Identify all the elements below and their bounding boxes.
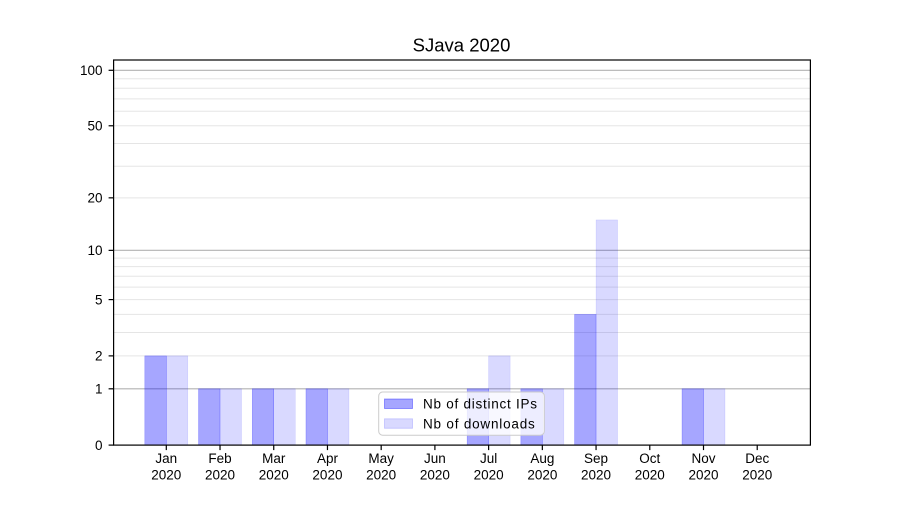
- svg-text:2: 2: [95, 349, 103, 364]
- svg-text:Mar: Mar: [262, 451, 286, 466]
- svg-text:Nb of downloads: Nb of downloads: [423, 416, 536, 431]
- svg-text:Oct: Oct: [639, 451, 660, 466]
- svg-text:0: 0: [95, 438, 103, 453]
- svg-text:2020: 2020: [259, 468, 289, 483]
- svg-text:50: 50: [87, 119, 102, 134]
- svg-text:Sep: Sep: [584, 451, 608, 466]
- svg-text:2020: 2020: [635, 468, 665, 483]
- svg-text:2020: 2020: [420, 468, 450, 483]
- svg-text:2020: 2020: [205, 468, 235, 483]
- svg-text:Jun: Jun: [424, 451, 446, 466]
- svg-text:Feb: Feb: [208, 451, 231, 466]
- svg-text:Apr: Apr: [317, 451, 339, 466]
- svg-text:Aug: Aug: [530, 451, 554, 466]
- svg-text:1: 1: [95, 382, 103, 397]
- svg-text:2020: 2020: [581, 468, 611, 483]
- svg-text:2020: 2020: [688, 468, 718, 483]
- svg-text:SJava 2020: SJava 2020: [413, 35, 511, 56]
- svg-text:2020: 2020: [742, 468, 772, 483]
- svg-text:Nov: Nov: [691, 451, 715, 466]
- svg-text:2020: 2020: [527, 468, 557, 483]
- svg-text:20: 20: [87, 191, 102, 206]
- svg-text:2020: 2020: [474, 468, 504, 483]
- svg-text:2020: 2020: [312, 468, 342, 483]
- svg-text:Jul: Jul: [480, 451, 497, 466]
- svg-text:Dec: Dec: [745, 451, 769, 466]
- svg-text:Jan: Jan: [155, 451, 177, 466]
- svg-text:100: 100: [80, 63, 103, 78]
- svg-text:May: May: [368, 451, 394, 466]
- svg-text:10: 10: [87, 243, 102, 258]
- svg-text:2020: 2020: [151, 468, 181, 483]
- svg-text:2020: 2020: [366, 468, 396, 483]
- svg-text:Nb of distinct IPs: Nb of distinct IPs: [423, 397, 538, 412]
- svg-text:5: 5: [95, 292, 103, 307]
